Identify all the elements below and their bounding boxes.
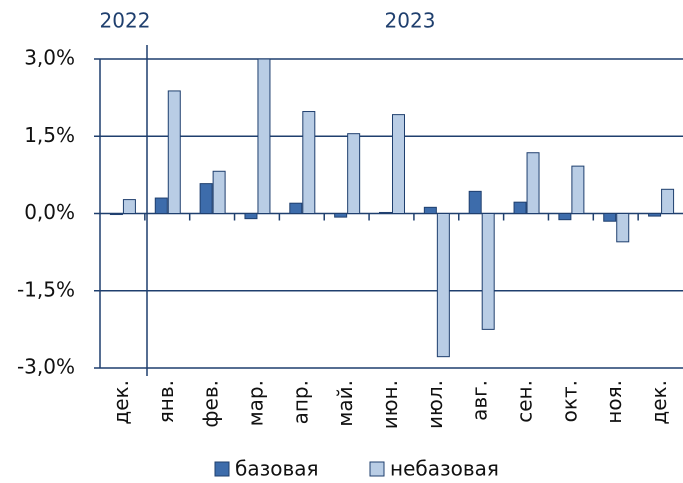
x-tick-label: сен.	[513, 380, 537, 423]
bar	[603, 213, 617, 222]
bar	[109, 213, 123, 216]
bar	[212, 170, 226, 215]
bar	[347, 133, 361, 214]
legend-swatch	[369, 461, 385, 477]
x-tick-label: дек.	[647, 380, 671, 425]
bar	[571, 165, 585, 214]
x-tick-label: апр.	[288, 380, 312, 424]
x-tick-label: май.	[333, 380, 357, 427]
y-tick-label: -1,5%	[17, 277, 75, 301]
bar	[334, 213, 348, 218]
bar	[167, 90, 181, 214]
year-label: 2022	[100, 9, 151, 33]
x-tick-label: авг.	[468, 380, 492, 421]
x-tick-label: фев.	[199, 380, 223, 428]
y-tick-label: -3,0%	[17, 355, 75, 379]
legend-label: базовая	[235, 457, 319, 481]
bar	[379, 211, 392, 215]
legend-swatch	[214, 461, 230, 477]
y-tick-label: 1,5%	[24, 123, 75, 147]
legend-label: небазовая	[390, 457, 499, 481]
x-tick-label: ноя.	[602, 380, 626, 424]
bar	[513, 201, 527, 214]
bar	[199, 183, 213, 215]
x-tick-label: июн.	[378, 380, 402, 429]
year-label: 2023	[385, 9, 436, 33]
bar	[526, 152, 540, 214]
x-tick-label: дек.	[109, 380, 133, 425]
bar	[154, 197, 168, 215]
bar	[661, 188, 675, 214]
bar	[558, 213, 572, 221]
y-tick-label: 0,0%	[24, 200, 75, 224]
x-tick-label: янв.	[154, 380, 178, 423]
x-tick-label: мар.	[243, 380, 267, 426]
bar	[122, 199, 136, 215]
bar	[468, 190, 482, 214]
x-tick-label: июл.	[423, 380, 447, 429]
bar	[616, 213, 630, 243]
bar	[289, 202, 303, 214]
x-tick-label: окт.	[557, 380, 581, 422]
y-tick-label: 3,0%	[24, 46, 75, 70]
bar	[481, 213, 495, 330]
bar	[302, 111, 316, 214]
bar	[244, 213, 258, 220]
bar	[392, 114, 405, 214]
bar	[423, 206, 437, 215]
bar	[436, 213, 450, 358]
bar	[257, 58, 271, 214]
bar	[648, 213, 662, 217]
